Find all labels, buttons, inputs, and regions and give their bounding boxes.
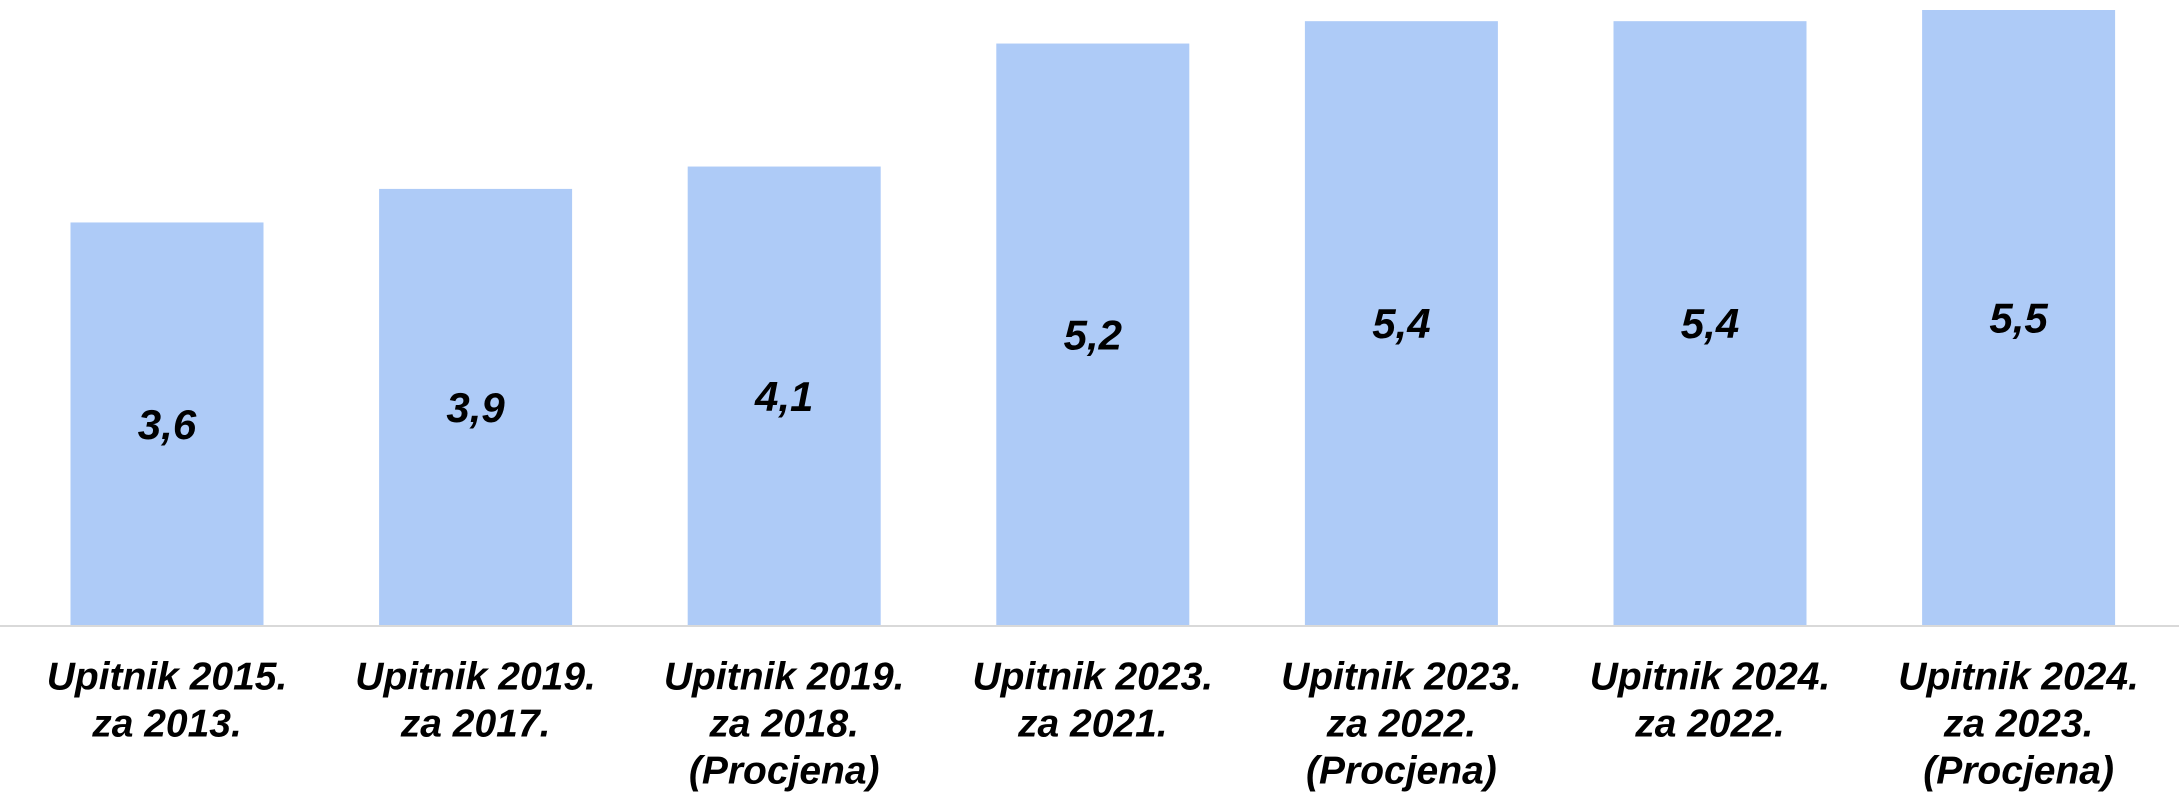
bar bbox=[996, 43, 1190, 625]
value-label: 4,1 bbox=[754, 373, 813, 420]
x-tick-label: Upitnik 2023. bbox=[973, 655, 1214, 698]
x-tick-label: za 2022. bbox=[1326, 702, 1477, 745]
x-tick-label: za 2023. bbox=[1943, 702, 2094, 745]
x-tick-label: za 2022. bbox=[1634, 702, 1785, 745]
x-tick-label: (Procjena) bbox=[1306, 749, 1497, 792]
x-tick-label: Upitnik 2019. bbox=[664, 655, 905, 698]
x-tick-label: za 2021. bbox=[1017, 702, 1168, 745]
x-tick-label: Upitnik 2023. bbox=[1281, 655, 1522, 698]
value-label: 3,6 bbox=[138, 401, 197, 448]
bar bbox=[1304, 21, 1498, 625]
x-tick-label: Upitnik 2019. bbox=[355, 655, 596, 698]
x-tick-label: Upitnik 2015. bbox=[47, 655, 288, 698]
value-label: 5,4 bbox=[1681, 300, 1739, 347]
bar bbox=[687, 166, 881, 625]
bar bbox=[1613, 21, 1807, 625]
x-tick-label: za 2013. bbox=[91, 702, 242, 745]
bar bbox=[379, 188, 573, 625]
x-tick-label: Upitnik 2024. bbox=[1898, 655, 2139, 698]
x-tick-label: za 2017. bbox=[400, 702, 551, 745]
value-label: 5,2 bbox=[1064, 311, 1122, 358]
value-label: 3,9 bbox=[446, 384, 505, 431]
x-tick-label: (Procjena) bbox=[1923, 749, 2114, 792]
bar bbox=[1922, 10, 2116, 625]
x-tick-label: (Procjena) bbox=[689, 749, 880, 792]
value-label: 5,5 bbox=[1989, 295, 2048, 342]
x-tick-label: Upitnik 2024. bbox=[1590, 655, 1831, 698]
value-label: 5,4 bbox=[1372, 300, 1430, 347]
bar bbox=[70, 222, 264, 626]
x-tick-label: za 2018. bbox=[708, 702, 859, 745]
